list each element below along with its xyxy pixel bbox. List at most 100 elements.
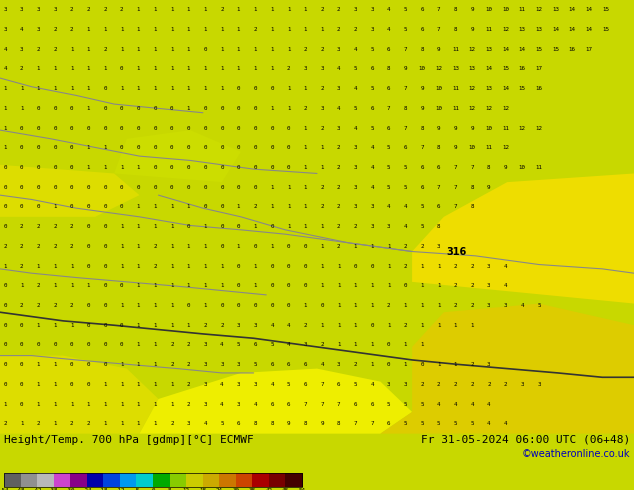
Bar [236,473,253,487]
Text: 1: 1 [153,382,157,387]
Text: 2: 2 [337,165,340,170]
Text: 3: 3 [487,283,491,288]
Text: -30: -30 [65,488,75,490]
Text: 1: 1 [270,204,274,209]
Text: 0: 0 [103,362,107,367]
Text: 0: 0 [287,244,290,249]
Text: 1: 1 [320,283,324,288]
Text: 3: 3 [387,224,391,229]
Text: 1: 1 [137,86,140,91]
Text: 4: 4 [404,204,407,209]
Text: 0: 0 [20,382,23,387]
Text: 1: 1 [120,86,124,91]
Text: 2: 2 [354,27,357,32]
Text: 5: 5 [254,362,257,367]
Text: 0: 0 [304,244,307,249]
Text: 2: 2 [470,303,474,308]
Text: 3: 3 [304,343,307,347]
Text: 1: 1 [287,86,290,91]
Text: 0: 0 [120,204,124,209]
Text: 0: 0 [53,125,57,131]
Text: 2: 2 [204,323,207,328]
Text: 6: 6 [237,421,240,426]
Text: 8: 8 [304,421,307,426]
Text: 0: 0 [220,146,224,150]
Text: 15: 15 [602,7,609,12]
Text: 0: 0 [304,283,307,288]
Text: 1: 1 [304,224,307,229]
Text: 1: 1 [70,264,74,269]
Text: 2: 2 [470,264,474,269]
Text: 24: 24 [216,488,223,490]
Text: 8: 8 [404,106,407,111]
Text: 1: 1 [270,47,274,52]
Text: 2: 2 [70,224,74,229]
Text: 6: 6 [354,402,357,407]
Text: 1: 1 [120,264,124,269]
Text: 2: 2 [103,7,107,12]
Text: 9: 9 [437,125,441,131]
Text: 3: 3 [354,7,357,12]
Text: 0: 0 [220,224,224,229]
Text: 1: 1 [254,47,257,52]
Text: 1: 1 [437,264,441,269]
Text: 7: 7 [454,185,457,190]
Text: 3: 3 [20,47,23,52]
Text: 1: 1 [137,264,140,269]
Text: 2: 2 [3,244,7,249]
Text: 1: 1 [37,323,40,328]
Text: 1: 1 [120,27,124,32]
Text: 1: 1 [270,106,274,111]
Bar [37,473,54,487]
Text: 0: 0 [20,402,23,407]
Text: 3: 3 [537,382,541,387]
Text: 9: 9 [287,421,290,426]
Text: 0: 0 [187,185,190,190]
Text: 2: 2 [320,47,324,52]
Text: 48: 48 [282,488,289,490]
Text: 1: 1 [37,86,40,91]
Text: 2: 2 [404,264,407,269]
Text: 4: 4 [354,86,357,91]
Text: 2: 2 [337,27,340,32]
Text: 1: 1 [354,244,357,249]
Text: 1: 1 [304,165,307,170]
Text: 2: 2 [170,343,174,347]
Text: 0: 0 [204,125,207,131]
Text: 3: 3 [3,27,7,32]
Text: 0: 0 [204,106,207,111]
Text: 0: 0 [270,86,274,91]
Text: 5: 5 [370,125,374,131]
Text: 0: 0 [87,224,90,229]
Text: 1: 1 [337,323,340,328]
Text: 4: 4 [354,47,357,52]
Text: 1: 1 [404,343,407,347]
Text: 6: 6 [304,382,307,387]
Text: 3: 3 [20,7,23,12]
Text: 1: 1 [237,47,240,52]
Text: 1: 1 [304,204,307,209]
Text: 1: 1 [53,362,57,367]
Text: 1: 1 [137,165,140,170]
Text: 1: 1 [454,323,457,328]
Text: 5: 5 [354,67,357,72]
Text: 1: 1 [120,244,124,249]
Text: 15: 15 [602,27,609,32]
Text: 3: 3 [204,382,207,387]
Text: 7: 7 [470,165,474,170]
Text: 10: 10 [418,67,425,72]
Text: 0: 0 [20,323,23,328]
Text: 13: 13 [552,7,559,12]
Text: 1: 1 [354,303,357,308]
Text: 0: 0 [103,323,107,328]
Text: 2: 2 [337,224,340,229]
Text: 0: 0 [53,146,57,150]
Text: 0: 0 [220,303,224,308]
Text: 1: 1 [187,323,190,328]
Text: 13: 13 [519,27,526,32]
Text: 2: 2 [187,343,190,347]
Text: 0: 0 [103,264,107,269]
Text: 0: 0 [103,244,107,249]
Text: 8: 8 [168,488,171,490]
Text: 0: 0 [237,146,240,150]
